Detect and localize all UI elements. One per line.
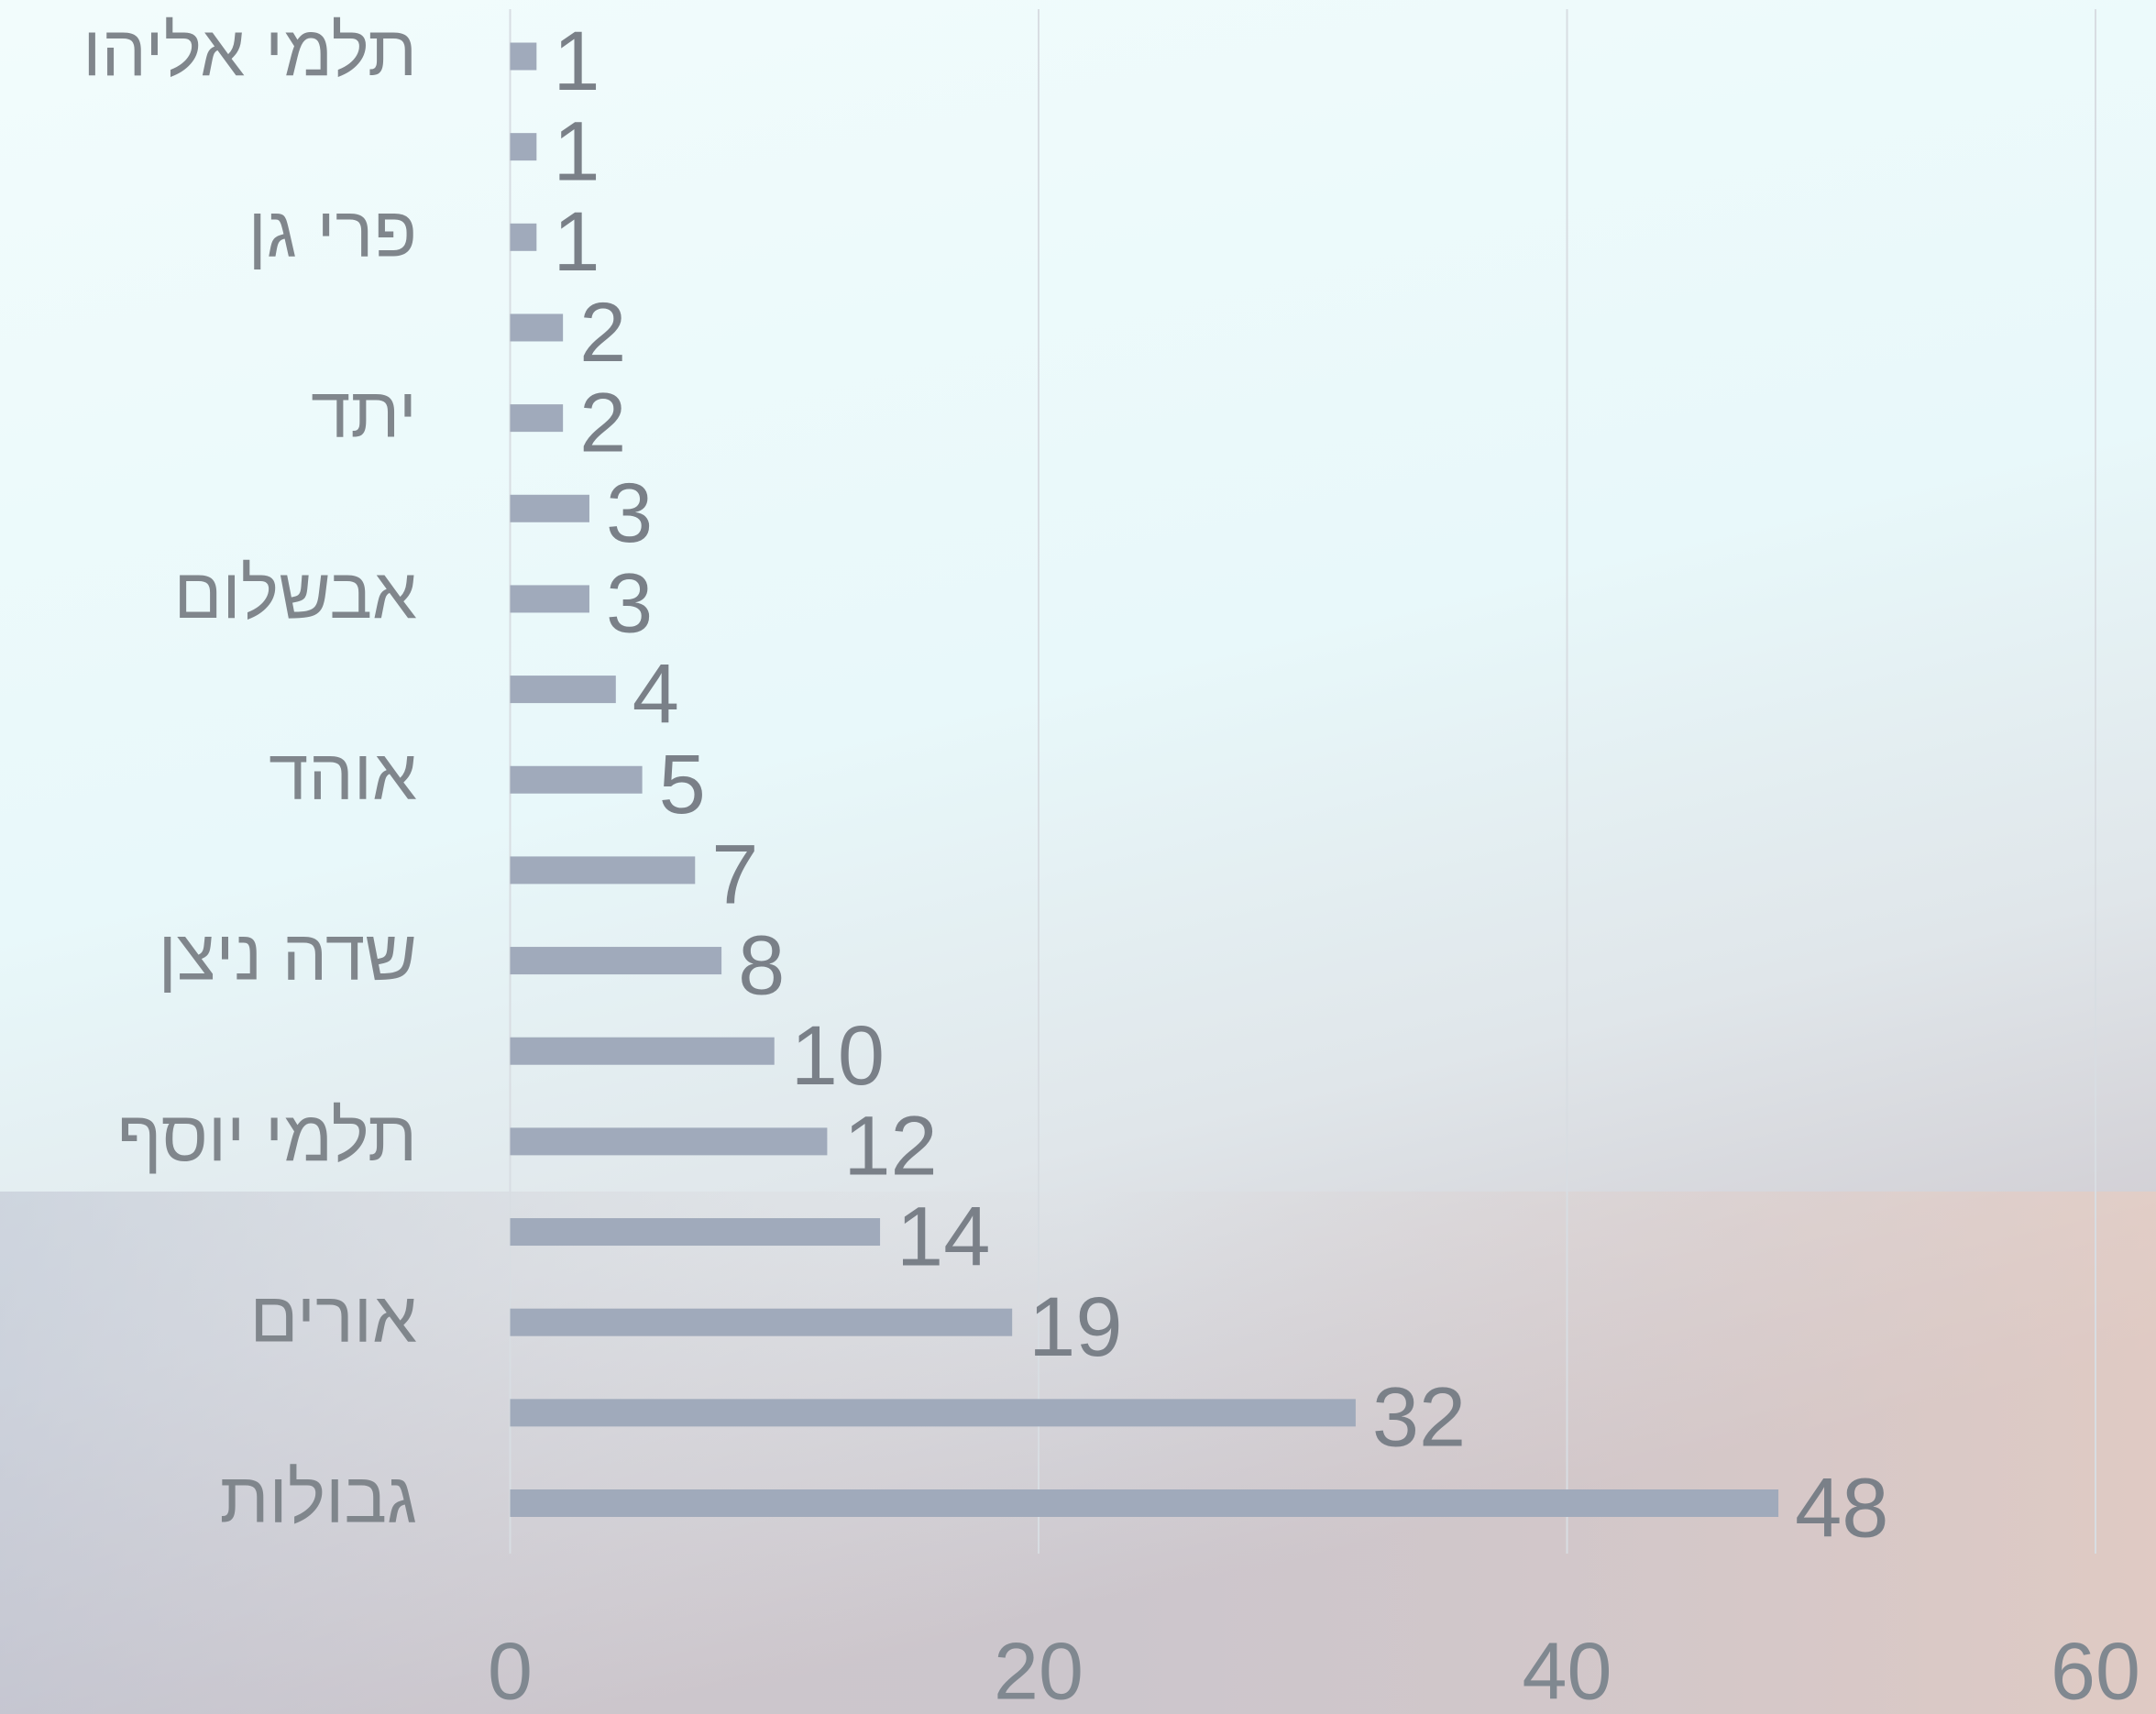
bar [510,313,564,342]
bar [510,42,537,71]
bar [510,676,616,704]
value-label: 8 [738,918,785,1012]
x-tick-label: 40 [1523,1625,1612,1714]
bar [510,494,589,522]
value-label: 19 [1028,1280,1122,1374]
bar [510,404,564,433]
y-tick-label: אבשלום [174,553,418,633]
y-tick-label: אורים [249,1276,417,1357]
bar [510,133,537,161]
y-tick-label: תלמי יוסף [117,1095,417,1176]
value-label: 2 [579,376,626,469]
value-label: 7 [711,829,758,922]
value-label: 2 [579,286,626,379]
bar [510,1127,828,1156]
value-label: 14 [896,1190,990,1283]
value-label: 5 [659,738,706,831]
value-label: 32 [1372,1371,1466,1465]
bar [510,1399,1356,1427]
bar [510,1308,1013,1336]
value-label: 10 [791,1009,885,1103]
x-tick-label: 0 [488,1625,533,1714]
value-label: 48 [1795,1461,1888,1555]
y-tick-label: פרי גן [248,191,417,271]
background-tint [0,1192,2156,1714]
y-tick-label: יתד [311,372,417,453]
value-label: 3 [606,557,653,651]
value-label: 1 [553,15,600,108]
value-label: 1 [553,104,600,198]
bar [510,223,537,251]
bar [510,1218,881,1247]
bar [510,856,696,884]
y-tick-label: תלמי אליהו [82,10,417,91]
y-tick-label: גבולות [220,1457,417,1538]
x-tick-label: 60 [2051,1625,2140,1714]
bar [510,947,722,975]
bar [510,1037,775,1065]
bar [510,765,643,794]
bar [510,585,589,613]
bar [510,1489,1779,1517]
x-tick-label: 20 [994,1625,1084,1714]
y-tick-label: אוהד [269,733,417,814]
value-label: 3 [606,467,653,560]
y-tick-label: שדה ניצן [159,915,417,995]
value-label: 1 [553,195,600,289]
value-label: 12 [843,1100,937,1193]
value-label: 4 [632,647,679,741]
